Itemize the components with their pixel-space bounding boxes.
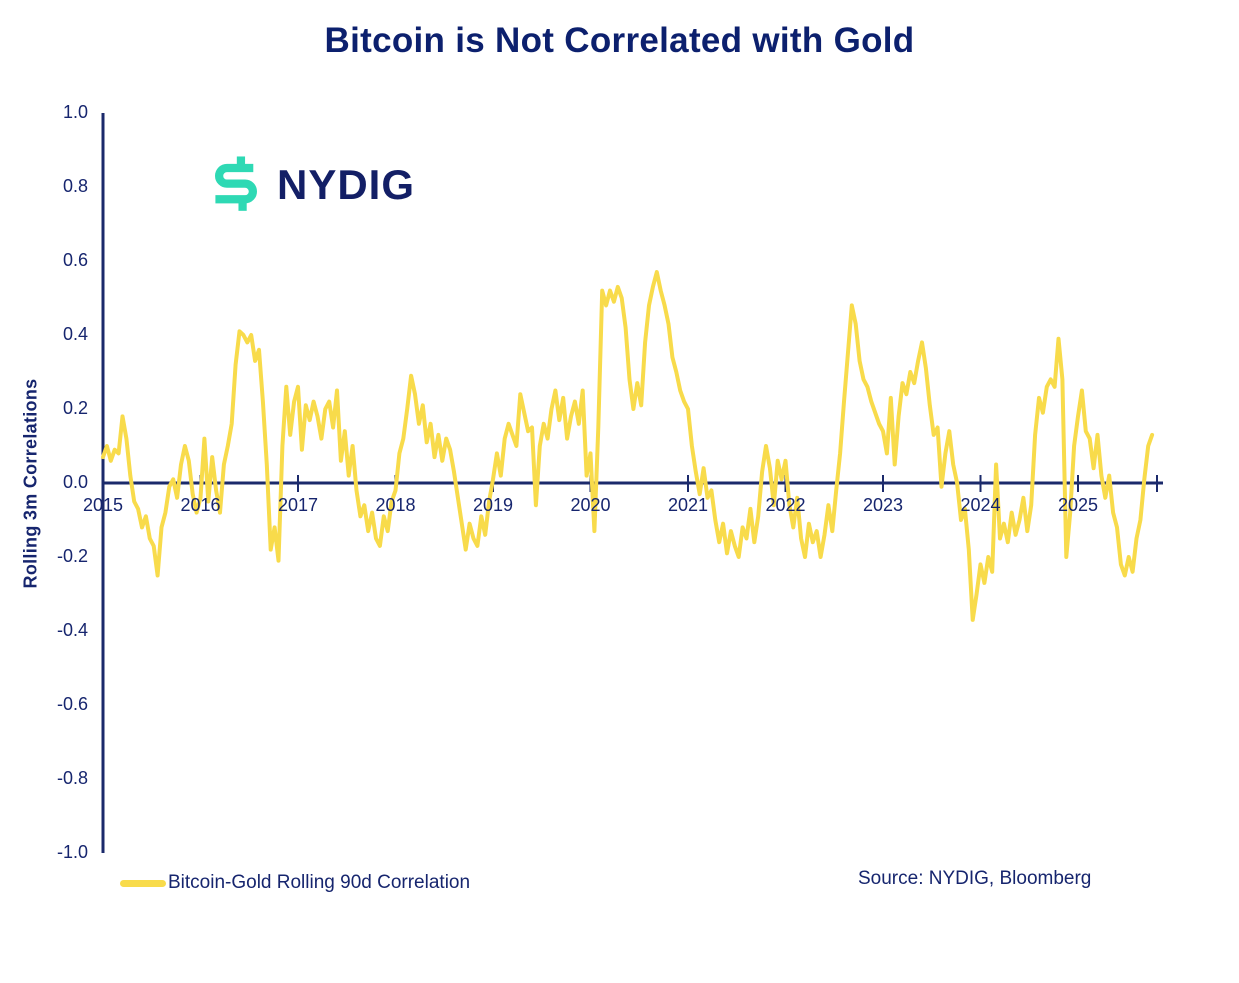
y-tick-label: -0.8 [56, 768, 88, 788]
nydig-dollar-icon [208, 149, 264, 220]
y-tick-label: 0.2 [62, 398, 88, 418]
y-tick-label: 0.8 [62, 176, 88, 196]
y-tick-label: -0.4 [56, 620, 88, 640]
source-note: Source: NYDIG, Bloomberg [858, 868, 1092, 889]
y-tick-label: 0.0 [62, 472, 88, 492]
x-tick-label: 2016 [180, 495, 221, 515]
correlation-line [101, 270, 1155, 622]
chart-title: Bitcoin is Not Correlated with Gold [324, 21, 915, 60]
legend-line-swatch [120, 879, 166, 887]
x-tick-label: 2022 [765, 495, 806, 515]
y-tick-label: 1.0 [62, 102, 88, 122]
x-tick-label: 2023 [862, 495, 904, 515]
legend: Bitcoin-Gold Rolling 90d Correlation [120, 872, 470, 894]
x-tick-label: 2021 [667, 495, 709, 515]
x-tick-label: 2025 [1057, 495, 1099, 515]
x-tick-label: 2015 [82, 495, 124, 515]
y-tick-label: -0.2 [56, 546, 88, 566]
x-tick-label: 2017 [277, 495, 319, 515]
x-tick-label: 2024 [960, 495, 1001, 515]
x-tick-label: 2018 [375, 495, 416, 515]
y-tick-label: -1.0 [56, 842, 88, 862]
y-tick-label: 0.4 [62, 324, 88, 344]
legend-label: Bitcoin-Gold Rolling 90d Correlation [168, 872, 471, 893]
y-tick-label: 0.6 [62, 250, 88, 270]
nydig-logo: NYDIG [208, 149, 415, 220]
x-tick-label: 2019 [472, 495, 514, 515]
x-tick-label: 2020 [570, 495, 611, 515]
nydig-wordmark: NYDIG [277, 160, 416, 208]
y-tick-label: -0.6 [56, 694, 88, 714]
